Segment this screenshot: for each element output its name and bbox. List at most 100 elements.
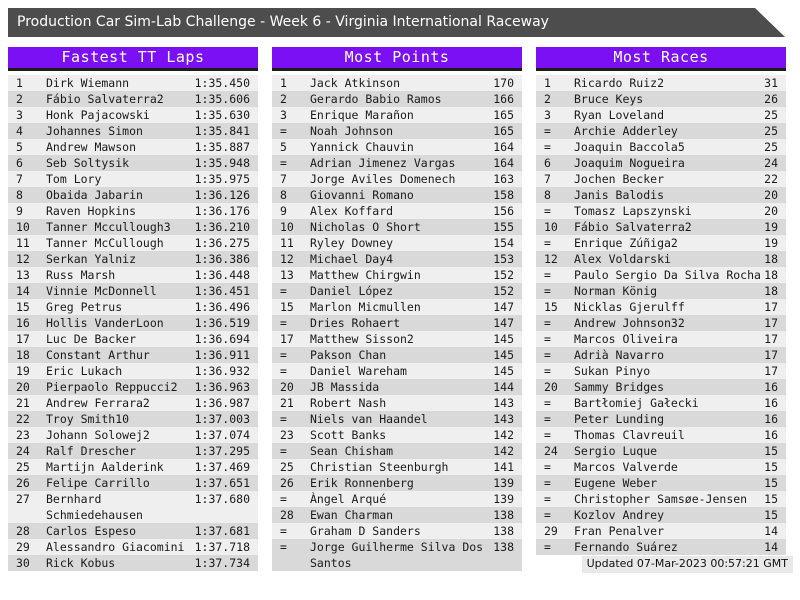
rank-cell: 3 [280,108,287,122]
table-row: 2 Bruce Keys 26 [536,91,786,107]
rank-cell: 11 [16,236,30,250]
value-cell: 154 [493,236,514,250]
value-cell: 1:36.519 [194,316,250,330]
value-cell: 1:36.987 [194,396,250,410]
rank-cell: 12 [16,252,30,266]
name-cell: Niels van Haandel [310,412,428,426]
value-cell: 1:35.630 [194,108,250,122]
rank-cell: = [544,428,551,442]
value-cell: 164 [493,140,514,154]
value-cell: 17 [764,316,778,330]
rank-cell: 20 [16,380,30,394]
value-cell: 15 [764,460,778,474]
rank-cell: = [544,204,551,218]
board-title: Fastest TT Laps [8,47,258,71]
name-cell: Marlon Micmullen [310,300,421,314]
value-cell: 15 [764,444,778,458]
rank-cell: = [544,460,551,474]
name-cell: Jorge Aviles Domenech [310,172,456,186]
value-cell: 1:36.911 [194,348,250,362]
table-row: 3 Enrique Marañon 165 [272,107,522,123]
table-row: = Sean Chisham 142 [272,443,522,459]
name-cell: Joaquim Nogueira [574,156,685,170]
value-cell: 1:35.948 [194,156,250,170]
table-row: 26 Erik Ronnenberg 139 [272,475,522,491]
rank-cell: 23 [280,428,294,442]
rank-cell: 19 [16,364,30,378]
rank-cell: 24 [544,444,558,458]
rank-cell: 7 [16,172,23,186]
name-cell: Serkan Yalniz [46,252,137,266]
table-row: = Pakson Chan 145 [272,347,522,363]
table-row: 24 Ralf Drescher 1:37.295 [8,443,258,459]
value-cell: 152 [493,284,514,298]
name-cell: Martijn Aalderink [46,460,164,474]
value-cell: 19 [764,236,778,250]
name-cell: Noah Johnson [310,124,394,138]
table-row: 12 Alex Voldarski 18 [536,251,786,267]
rank-cell: = [544,348,551,362]
value-cell: 138 [493,540,514,554]
name-cell: Fábio Salvaterra2 [46,92,164,106]
value-cell: 152 [493,268,514,282]
value-cell: 1:37.680 [194,492,250,506]
table-row: 11 Tanner McCullough 1:36.275 [8,235,258,251]
name-cell: Adrià Navarro [574,348,665,362]
name-cell: Johannes Simon [46,124,143,138]
name-cell: Luc De Backer [46,332,137,346]
value-cell: 142 [493,444,514,458]
value-cell: 19 [764,220,778,234]
table-row: 14 Vinnie McDonnell 1:36.451 [8,283,258,299]
rank-cell: = [280,284,287,298]
value-cell: 147 [493,316,514,330]
name-cell: Graham D Sanders [310,524,421,538]
rank-cell: = [280,492,287,506]
name-cell: Alessandro Giacomini [46,540,185,554]
name-cell: Pakson Chan [310,348,387,362]
value-cell: 1:35.841 [194,124,250,138]
value-cell: 145 [493,348,514,362]
rank-cell: 30 [16,556,30,570]
name-cell: Sean Chisham [310,444,394,458]
table-row: = Niels van Haandel 143 [272,411,522,427]
table-row: = Paulo Sergio Da Silva Rocha 18 [536,267,786,283]
name-cell: Tom Lory [46,172,102,186]
value-cell: 16 [764,396,778,410]
name-cell: Obaida Jabarin [46,188,143,202]
table-row: 24 Sergio Luque 15 [536,443,786,459]
name-cell: Greg Petrus [46,300,123,314]
table-row: 9 Raven Hopkins 1:36.176 [8,203,258,219]
name-cell: Michael Day4 [310,252,394,266]
table-row: 26 Felipe Carrillo 1:37.651 [8,475,258,491]
name-cell: Erik Ronnenberg [310,476,414,490]
rank-cell: = [544,540,551,554]
rank-cell: 10 [16,220,30,234]
name-cell: Eugene Weber [574,476,658,490]
table-row: 10 Tanner Mccullough3 1:36.210 [8,219,258,235]
name-cell: Sukan Pinyo [574,364,651,378]
table-row: 27 Bernhard Schmiedehausen 1:37.680 [8,491,258,523]
table-row: = Marcos Valverde 15 [536,459,786,475]
table-row: = Adrià Navarro 17 [536,347,786,363]
table-row: 9 Alex Koffard 156 [272,203,522,219]
table-row: 10 Fábio Salvaterra2 19 [536,219,786,235]
value-cell: 17 [764,300,778,314]
rank-cell: 15 [544,300,558,314]
value-cell: 1:36.694 [194,332,250,346]
rank-cell: 17 [280,332,294,346]
value-cell: 165 [493,108,514,122]
page-title: Production Car Sim-Lab Challenge - Week … [8,8,785,37]
name-cell: Tomasz Lapszynski [574,204,692,218]
value-cell: 17 [764,364,778,378]
value-cell: 26 [764,92,778,106]
rank-cell: = [544,412,551,426]
value-cell: 25 [764,108,778,122]
value-cell: 1:36.932 [194,364,250,378]
name-cell: Russ Marsh [46,268,116,282]
table-row: 6 Seb Soltysik 1:35.948 [8,155,258,171]
rank-cell: 22 [16,412,30,426]
value-cell: 17 [764,332,778,346]
value-cell: 145 [493,332,514,346]
rank-cell: = [544,396,551,410]
value-cell: 147 [493,300,514,314]
